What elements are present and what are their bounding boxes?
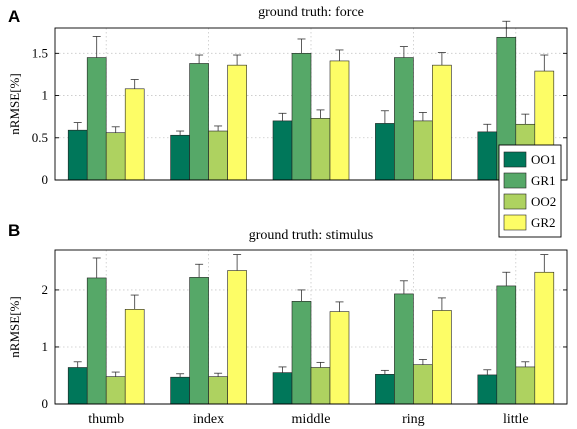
bar-oo1-middle	[272, 120, 293, 181]
bar-gr1-ring	[394, 57, 414, 181]
bar-gr2-ring	[432, 64, 452, 181]
bar-gr2-middle	[329, 60, 350, 181]
bar-gr2-thumb	[124, 309, 145, 405]
y-tick-label: 0	[42, 172, 49, 187]
x-tick-label-index: index	[193, 412, 224, 427]
legend-swatch-gr1	[503, 172, 527, 189]
bar-oo2-ring	[413, 120, 433, 181]
y-tick-label: 1	[42, 339, 49, 354]
plot-frame	[54, 27, 568, 181]
panel-letter: B	[8, 221, 20, 240]
bar-gr1-middle	[291, 53, 312, 181]
x-tick-label-little: little	[503, 412, 529, 427]
y-axis-label: nRMSE[%]	[7, 296, 22, 357]
bar-oo1-index	[170, 134, 190, 181]
bar-oo1-thumb	[67, 367, 88, 405]
bar-oo1-middle	[272, 372, 293, 405]
legend-label-oo1: OO1	[531, 152, 556, 167]
bar-oo1-little	[477, 131, 498, 181]
bar-gr1-ring	[394, 293, 414, 405]
bar-oo2-little	[515, 366, 536, 405]
bar-oo1-ring	[375, 123, 395, 181]
y-tick-label: 1	[42, 88, 49, 103]
bar-gr1-thumb	[86, 277, 107, 405]
bar-oo1-thumb	[67, 129, 88, 181]
bar-oo2-index	[208, 130, 228, 181]
legend-swatch-oo2	[503, 193, 527, 210]
y-tick-label: 0.5	[32, 130, 48, 145]
bar-oo2-thumb	[105, 132, 126, 181]
legend-label-oo2: OO2	[531, 194, 556, 209]
bar-gr2-index	[227, 64, 247, 181]
bar-oo2-middle	[310, 367, 331, 405]
y-tick-label: 0	[42, 396, 49, 411]
bar-gr2-ring	[432, 310, 452, 405]
bar-oo2-thumb	[105, 376, 126, 405]
legend-swatch-gr2	[503, 214, 527, 231]
legend-swatch-oo1	[503, 151, 527, 168]
bar-gr1-index	[189, 63, 209, 181]
bar-oo2-index	[208, 376, 228, 405]
y-axis-label: nRMSE[%]	[7, 73, 22, 134]
bar-gr1-middle	[291, 301, 312, 405]
bar-oo1-ring	[375, 374, 395, 405]
bar-gr2-thumb	[124, 88, 145, 181]
bar-oo2-ring	[413, 364, 433, 405]
y-tick-label: 2	[42, 282, 49, 297]
x-tick-label-middle: middle	[292, 412, 331, 427]
bar-gr2-little	[534, 271, 555, 405]
bar-oo2-middle	[310, 118, 331, 181]
bar-gr1-thumb	[86, 57, 107, 181]
x-tick-label-ring: ring	[402, 412, 425, 427]
bar-gr2-index	[227, 270, 247, 405]
bar-gr1-little	[496, 285, 517, 405]
y-tick-label: 1.5	[32, 45, 48, 60]
x-tick-label-thumb: thumb	[88, 412, 124, 427]
bar-oo1-little	[477, 374, 498, 405]
legend: OO1 GR1 OO2 GR2	[498, 144, 562, 238]
legend-label-gr2: GR2	[531, 215, 556, 230]
bar-gr1-index	[189, 277, 209, 405]
bar-gr2-middle	[329, 311, 350, 405]
chart-title: ground truth: force	[258, 5, 364, 20]
chart-title: ground truth: stimulus	[249, 228, 373, 243]
panel-letter: A	[8, 7, 20, 26]
plot-frame	[54, 249, 568, 405]
legend-label-gr1: GR1	[531, 173, 556, 188]
bar-oo1-index	[170, 376, 190, 405]
